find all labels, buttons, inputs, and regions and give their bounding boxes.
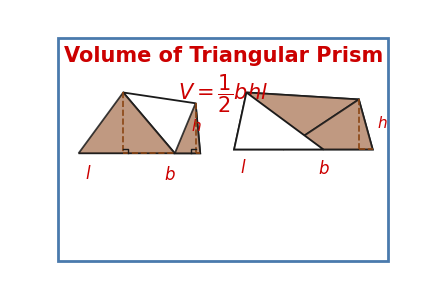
Polygon shape [233,92,358,149]
Polygon shape [283,99,372,149]
Polygon shape [233,92,323,149]
Text: $b$: $b$ [317,160,329,178]
Text: $l$: $l$ [240,159,246,177]
Polygon shape [174,103,200,153]
FancyBboxPatch shape [58,38,387,261]
Text: $b$: $b$ [163,166,175,184]
Text: $h$: $h$ [191,118,201,134]
Polygon shape [123,92,200,153]
Text: $V = \dfrac{1}{2}bhl$: $V = \dfrac{1}{2}bhl$ [178,73,268,115]
Polygon shape [79,92,174,153]
Polygon shape [246,92,372,149]
Text: $l$: $l$ [84,165,91,183]
Text: Volume of Triangular Prism: Volume of Triangular Prism [63,46,382,66]
Text: $h$: $h$ [376,115,386,131]
